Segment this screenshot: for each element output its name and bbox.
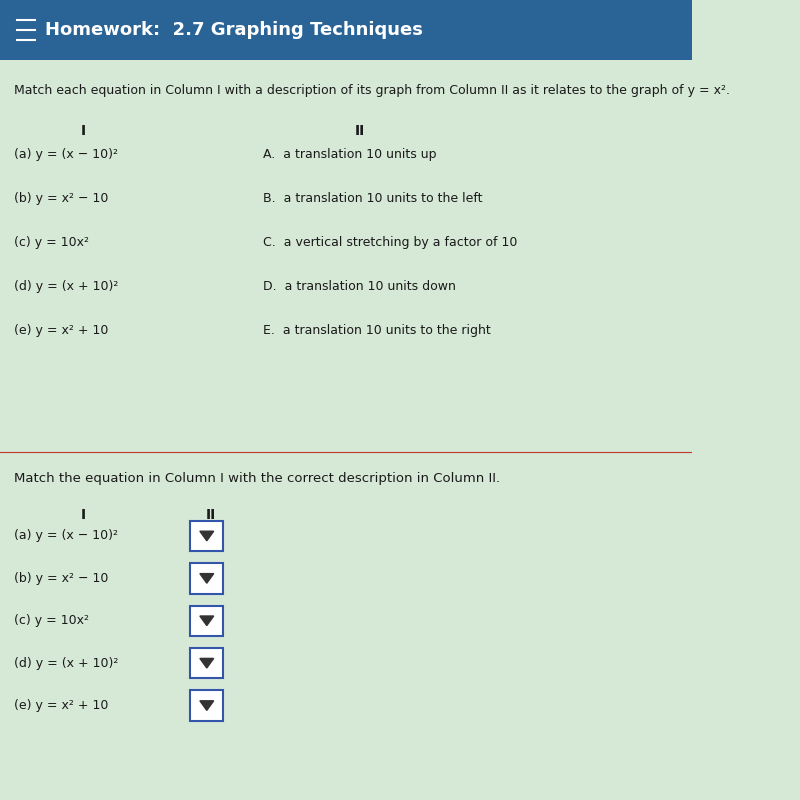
Text: (c) y = 10x²: (c) y = 10x² xyxy=(14,614,89,627)
Polygon shape xyxy=(200,616,214,626)
Text: A.  a translation 10 units up: A. a translation 10 units up xyxy=(263,148,436,161)
FancyBboxPatch shape xyxy=(190,521,223,551)
Text: (b) y = x² − 10: (b) y = x² − 10 xyxy=(14,192,108,205)
Text: (c) y = 10x²: (c) y = 10x² xyxy=(14,236,89,249)
Text: (e) y = x² + 10: (e) y = x² + 10 xyxy=(14,699,108,712)
Text: (b) y = x² − 10: (b) y = x² − 10 xyxy=(14,572,108,585)
Text: I: I xyxy=(81,124,86,138)
FancyBboxPatch shape xyxy=(190,563,223,594)
Text: C.  a vertical stretching by a factor of 10: C. a vertical stretching by a factor of … xyxy=(263,236,517,249)
Polygon shape xyxy=(200,574,214,583)
Polygon shape xyxy=(200,658,214,668)
Text: (d) y = (x + 10)²: (d) y = (x + 10)² xyxy=(14,280,118,293)
Text: D.  a translation 10 units down: D. a translation 10 units down xyxy=(263,280,456,293)
Text: (e) y = x² + 10: (e) y = x² + 10 xyxy=(14,324,108,337)
FancyBboxPatch shape xyxy=(190,606,223,636)
Text: B.  a translation 10 units to the left: B. a translation 10 units to the left xyxy=(263,192,482,205)
Text: II: II xyxy=(206,508,216,522)
Text: Match each equation in Column I with a description of its graph from Column II a: Match each equation in Column I with a d… xyxy=(14,84,730,97)
Text: II: II xyxy=(354,124,365,138)
Text: (a) y = (x − 10)²: (a) y = (x − 10)² xyxy=(14,148,118,161)
Text: I: I xyxy=(81,508,86,522)
FancyBboxPatch shape xyxy=(190,690,223,721)
FancyBboxPatch shape xyxy=(190,648,223,678)
Text: (a) y = (x − 10)²: (a) y = (x − 10)² xyxy=(14,530,118,542)
Text: Homework:  2.7 Graphing Techniques: Homework: 2.7 Graphing Techniques xyxy=(45,21,423,39)
Text: Match the equation in Column I with the correct description in Column II.: Match the equation in Column I with the … xyxy=(14,472,500,485)
Text: (d) y = (x + 10)²: (d) y = (x + 10)² xyxy=(14,657,118,670)
Polygon shape xyxy=(200,701,214,710)
FancyBboxPatch shape xyxy=(0,0,691,60)
Text: E.  a translation 10 units to the right: E. a translation 10 units to the right xyxy=(263,324,490,337)
Polygon shape xyxy=(200,531,214,541)
